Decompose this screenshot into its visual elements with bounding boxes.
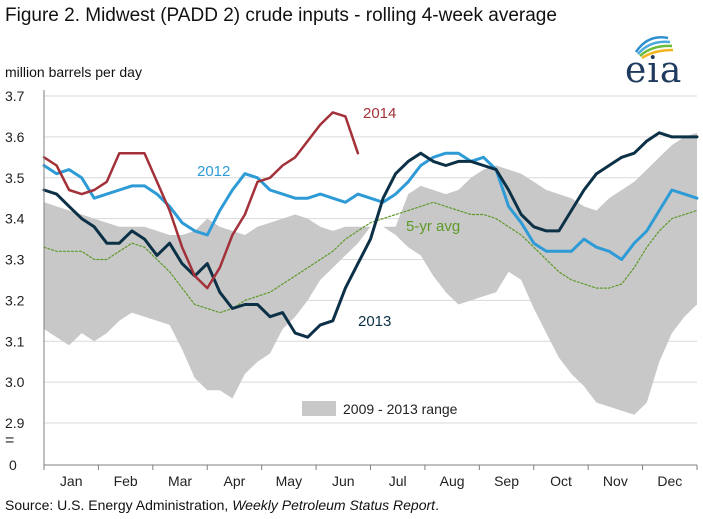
series-label-2013: 2013 — [358, 313, 391, 330]
x-tick-label: Aug — [440, 473, 465, 489]
y-tick-label: 3.7 — [5, 88, 25, 104]
source-suffix: . — [435, 497, 439, 513]
x-tick-label: Jul — [389, 473, 407, 489]
y-tick-label-zero: 0 — [9, 457, 17, 473]
x-tick-label: May — [276, 473, 302, 489]
source-publication: Weekly Petroleum Status Report — [232, 497, 436, 513]
logo-sunburst-icon — [634, 36, 674, 60]
eia-logo — [634, 36, 674, 60]
y-tick-label: 3.3 — [5, 252, 25, 268]
x-tick-label: Jan — [60, 473, 83, 489]
y-tick-label: 3.6 — [5, 129, 25, 145]
series-line-5-yr-avg — [43, 201, 698, 314]
y-axis-unit-label: million barrels per day — [5, 64, 142, 80]
x-tick-label: Dec — [657, 473, 682, 489]
series-line-2014 — [42, 111, 360, 290]
series-label-2012: 2012 — [197, 163, 230, 180]
legend-range-label: 2009 - 2013 range — [343, 401, 458, 417]
x-tick-label: Jun — [332, 473, 355, 489]
series-line-2013 — [42, 131, 699, 339]
source-note: Source: U.S. Energy Administration, Week… — [5, 497, 439, 513]
x-tick-label: Oct — [550, 473, 572, 489]
x-tick-label: Mar — [168, 473, 192, 489]
y-tick-label: 3.1 — [5, 333, 25, 349]
y-tick-label: 3.4 — [5, 211, 25, 227]
y-tick-label: 3.5 — [5, 170, 25, 186]
x-tick-label: Nov — [603, 473, 628, 489]
range-band-area — [44, 132, 697, 415]
y-tick-label: 3.0 — [5, 374, 25, 390]
series-label-5-yr-avg: 5-yr avg — [406, 218, 460, 235]
y-tick-label: 3.2 — [5, 292, 25, 308]
y-tick-label: 2.9 — [5, 415, 25, 431]
source-prefix: Source: U.S. Energy Administration, — [5, 497, 233, 513]
logo-wordmark: eia — [625, 50, 683, 91]
y-axis-break-symbol: = — [5, 432, 14, 449]
figure-title: Figure 2. Midwest (PADD 2) crude inputs … — [5, 5, 557, 26]
x-tick-label: Apr — [224, 473, 246, 489]
legend-range-swatch — [302, 401, 336, 416]
x-tick-label: Feb — [114, 473, 138, 489]
x-tick-label: Sep — [494, 473, 519, 489]
series-line-2012 — [42, 151, 699, 261]
series-label-2014: 2014 — [363, 105, 396, 122]
